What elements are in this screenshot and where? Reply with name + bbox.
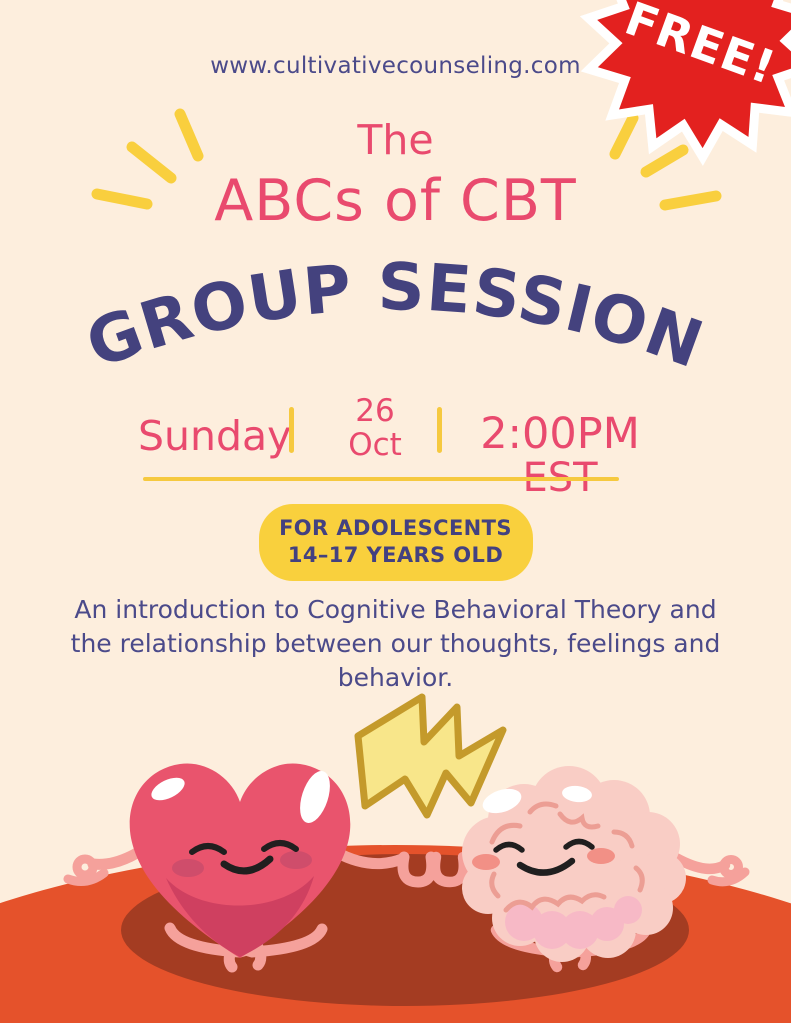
brain-ruffle [505, 896, 642, 949]
schedule-underline [143, 477, 619, 481]
starburst-icon [579, 0, 791, 166]
brain-eye-left [493, 841, 525, 853]
arched-title: GROUP SESSION [77, 250, 713, 383]
heart-shine [151, 777, 185, 801]
schedule-date: 26 Oct [325, 394, 425, 462]
heart-shade [166, 876, 314, 957]
free-badge: FREE! [579, 0, 791, 166]
brain-eye-right [563, 838, 595, 850]
sun-rays-left-icon [91, 108, 204, 210]
brain-face [472, 838, 615, 876]
description-line: An introduction to Cognitive Behavioral … [74, 595, 717, 624]
brain-mouth [516, 857, 576, 876]
schedule-divider [289, 407, 294, 453]
heart-shine [300, 771, 330, 823]
schedule-date-number: 26 [355, 393, 395, 429]
heart-eye-left [189, 843, 227, 855]
heart-mouth [220, 855, 274, 875]
lightning-bolt-icon [354, 693, 507, 819]
brain-folds [489, 801, 645, 913]
schedule-date-month: Oct [348, 427, 402, 463]
page-title: ABCs of CBT [214, 168, 577, 234]
brain-shine [562, 785, 592, 803]
title-pre: The [357, 116, 434, 164]
schedule-day: Sunday [138, 412, 292, 460]
audience-pill-line2: 14–17 YEARS OLD [287, 543, 504, 567]
audience-pill-line1: FOR ADOLESCENTS [279, 516, 512, 540]
brain-character [429, 766, 750, 973]
website-url: www.cultivativecounseling.com [210, 53, 581, 79]
heart-eye-right [261, 840, 299, 852]
heart-character [63, 763, 438, 973]
arched-title-text: GROUP SESSION [77, 250, 712, 383]
event-description: An introduction to Cognitive Behavioral … [0, 593, 791, 695]
heart-face [172, 840, 312, 877]
sun-rays-right-icon [609, 112, 722, 211]
brain-hand [429, 851, 469, 888]
schedule-time: 2:00PM [480, 409, 640, 459]
schedule-divider [437, 407, 442, 453]
description-line: the relationship between our thoughts, f… [70, 629, 721, 658]
description-line: behavior. [337, 663, 454, 692]
svg-text:GROUP SESSION: GROUP SESSION [77, 250, 713, 383]
brain-shine [482, 788, 522, 814]
audience-pill: FOR ADOLESCENTS 14–17 YEARS OLD [258, 504, 533, 581]
